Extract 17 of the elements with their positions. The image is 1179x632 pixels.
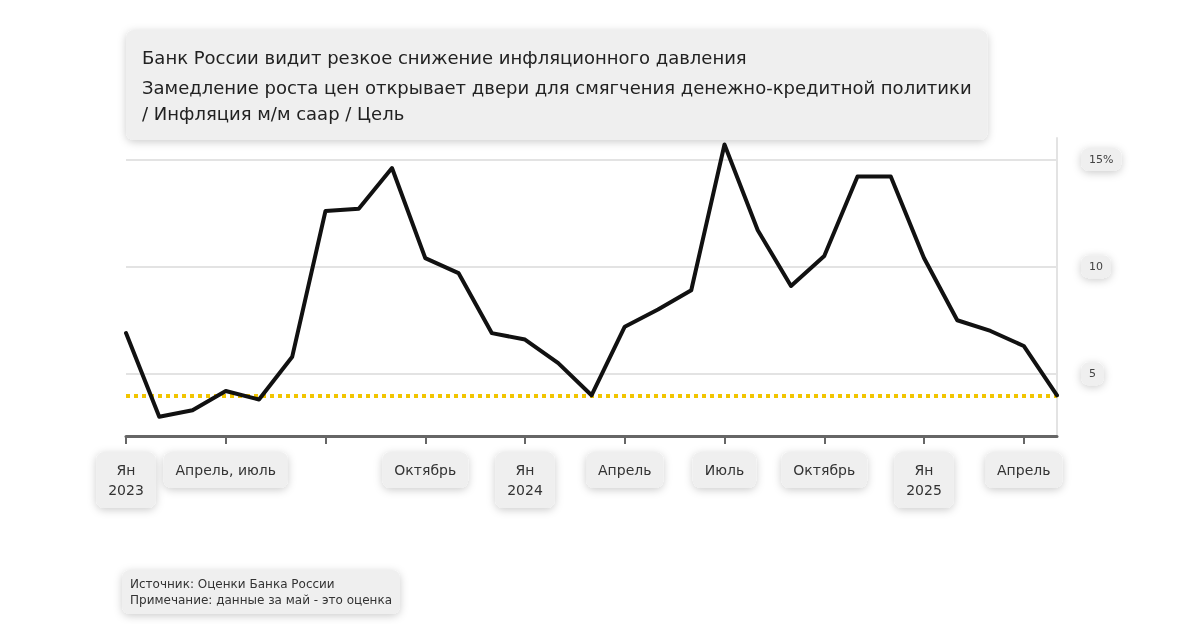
- chart-title: Банк России видит резкое снижение инфляционного давления: [142, 46, 747, 68]
- x-tick-label: Ян 2025: [906, 462, 942, 498]
- y-tick-label: 5: [1089, 367, 1096, 381]
- x-tick-label: Апрель: [598, 462, 652, 478]
- x-tick-label: Октябрь: [394, 462, 457, 478]
- text: Примечание: данные за май - это оценка: [130, 593, 393, 607]
- x-tick-label: Апрель: [997, 462, 1051, 478]
- y-tick-label: 10: [1089, 260, 1103, 274]
- x-tick-label: Июль: [704, 462, 745, 478]
- y-tick-label: 15%: [1089, 152, 1114, 166]
- chart-subtitle: Замедление роста цен открывает двери для смягчения денежно-кредитной политики / Инфляция м/м саар / Цель: [142, 76, 972, 124]
- x-tick-label: Апрель, июль: [175, 462, 276, 478]
- x-tick-label: Ян 2024: [507, 462, 543, 498]
- line-series: [124, 142, 1059, 419]
- x-tick-label: Октябрь: [793, 462, 856, 478]
- x-tick-label: Ян 2023: [108, 462, 144, 498]
- text: Источник: Оценки Банка России: [130, 577, 335, 591]
